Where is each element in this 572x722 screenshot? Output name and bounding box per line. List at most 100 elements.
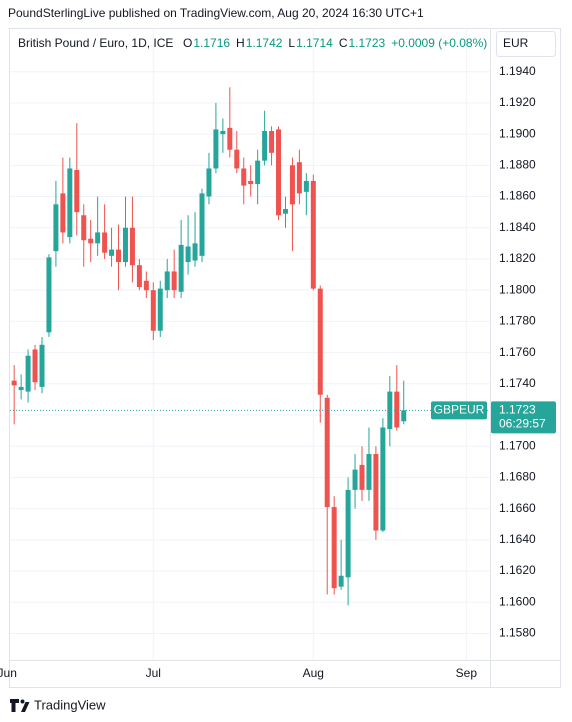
currency-box[interactable] [496, 31, 556, 57]
candle-body [11, 380, 17, 386]
candle-body [317, 288, 323, 395]
brand-name: TradingView [34, 697, 106, 712]
candle-body [164, 271, 170, 291]
candle-body [178, 244, 184, 292]
y-tick-label: 1.1800 [499, 282, 536, 296]
candle-body [136, 265, 142, 288]
candle-body [303, 180, 309, 192]
candle-body [213, 129, 219, 169]
candle-body [129, 227, 135, 266]
x-tick-label: Jun [0, 666, 17, 680]
candle-body [81, 215, 87, 241]
y-tick-label: 1.1620 [499, 563, 536, 577]
x-tick-label: Jul [146, 666, 161, 680]
candle-body [387, 391, 393, 430]
y-tick-label: 1.1600 [499, 594, 536, 608]
x-tick-label: Sep [456, 666, 478, 680]
candle-body [241, 168, 247, 186]
instrument: British Pound / Euro, 1D, ICE [18, 36, 173, 50]
candle-body [18, 386, 24, 391]
candle-body [289, 165, 295, 205]
ohlc-value: 1.1716 [193, 36, 230, 50]
y-tick-label: 1.1820 [499, 251, 536, 265]
price-tag-value: 1.1723 [499, 402, 536, 416]
candle-body [46, 257, 52, 333]
candle-body [262, 130, 268, 161]
candle-body [157, 288, 163, 331]
y-tick-label: 1.1840 [499, 220, 536, 234]
candle-body [324, 397, 330, 508]
change: +0.0009 (+0.08%) [391, 36, 487, 50]
y-tick-label: 1.1760 [499, 345, 536, 359]
candle-body [380, 427, 386, 531]
candle-body [248, 180, 254, 185]
candle-body [296, 162, 302, 194]
candles [10, 87, 490, 606]
candle-body [373, 454, 379, 531]
logo-shape [10, 699, 19, 712]
chart-frame [9, 28, 561, 688]
y-tick-label: 1.1920 [499, 95, 536, 109]
candle-body [366, 454, 372, 490]
price-tag [491, 401, 556, 434]
candle-body [25, 355, 31, 392]
candle-body [143, 280, 149, 291]
candle-body [67, 168, 73, 238]
symbol-tag [431, 401, 487, 420]
publisher-line: PoundSterlingLive published on TradingVi… [8, 6, 424, 20]
logo-shape [21, 702, 30, 712]
candle-body [150, 290, 156, 331]
candle-body [74, 170, 80, 213]
candle-body [220, 130, 226, 135]
candle-body [116, 249, 122, 263]
candle-body [206, 168, 212, 197]
candle-body [359, 464, 365, 490]
candle-body [192, 243, 198, 261]
ohlc-label: L [288, 36, 295, 50]
candle-body [255, 160, 261, 185]
overlay: British Pound / Euro, 1D, ICE EUR 1.1580… [0, 31, 556, 680]
candle-body [276, 129, 282, 216]
candle-body [227, 127, 233, 150]
candle-body [53, 204, 59, 252]
candle-body [345, 489, 351, 578]
y-tick-label: 1.1860 [499, 189, 536, 203]
y-tick-label: 1.1640 [499, 532, 536, 546]
y-tick-label: 1.1780 [499, 314, 536, 328]
candle-body [122, 227, 128, 263]
candle-body [269, 130, 275, 153]
candle-body [95, 232, 101, 244]
y-tick-label: 1.1900 [499, 126, 536, 140]
candle-body [39, 344, 45, 387]
candle-body [102, 232, 108, 253]
y-tick-label: 1.1880 [499, 157, 536, 171]
y-tick-label: 1.1680 [499, 470, 536, 484]
candle-body [282, 209, 288, 214]
price-tag-countdown: 06:29:57 [499, 416, 546, 430]
ohlc-label: O [183, 36, 192, 50]
y-tick-label: 1.1700 [499, 438, 536, 452]
logo-dot [20, 699, 25, 704]
symbol-tag-text: GBPEUR [434, 402, 485, 416]
candle-body [352, 469, 358, 490]
ohlc-label: H [236, 36, 245, 50]
candle-body [60, 193, 66, 233]
candle-body [310, 180, 316, 289]
candle-body [401, 410, 407, 422]
y-tick-label: 1.1940 [499, 64, 536, 78]
candle-body [199, 193, 205, 256]
currency: EUR [503, 36, 529, 50]
candle-body [234, 149, 240, 169]
x-tick-label: Aug [303, 666, 324, 680]
ohlc-value: 1.1742 [246, 36, 283, 50]
candle-body [32, 349, 38, 383]
candle-body [331, 507, 337, 589]
brand-logo: TradingView [10, 697, 106, 712]
y-tick-label: 1.1580 [499, 626, 536, 640]
grid [10, 28, 490, 660]
ohlc-value: 1.1723 [348, 36, 385, 50]
y-tick-label: 1.1660 [499, 501, 536, 515]
